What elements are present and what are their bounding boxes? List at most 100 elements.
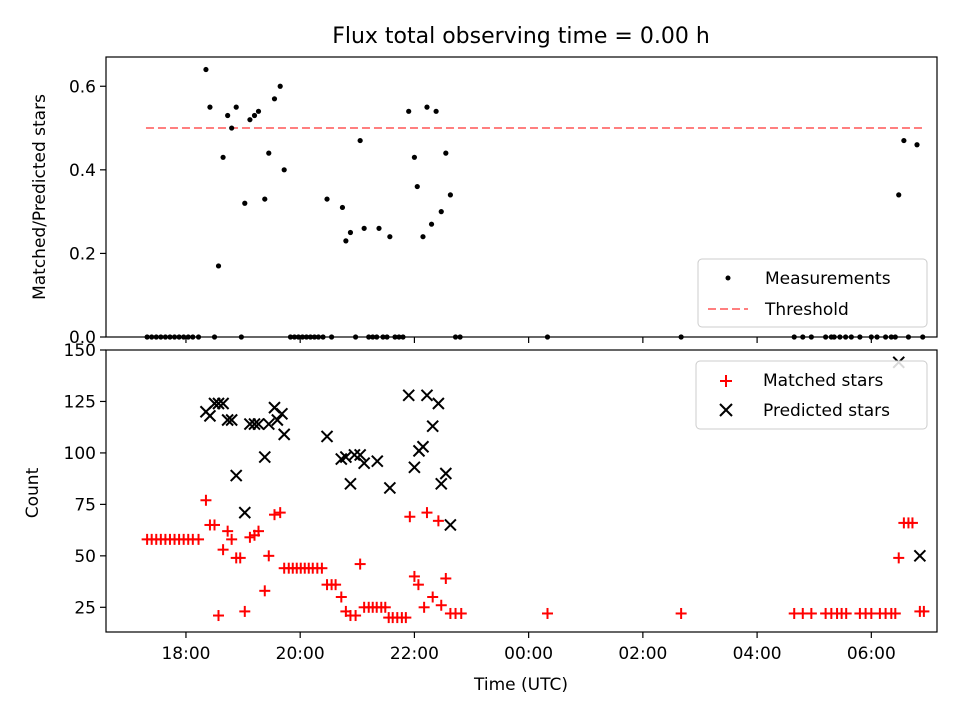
predicted-star-point — [444, 518, 457, 532]
measurement-point — [357, 137, 363, 144]
predicted-star-point — [432, 397, 445, 410]
counts-x-ticks: 18:00 20:00 22:00 00:00 02:00 04:00 06:00 — [161, 632, 896, 664]
legend-measurements-marker — [725, 275, 731, 281]
measurement-point — [207, 104, 213, 110]
x-tick-label: 20:00 — [276, 644, 325, 664]
ratio-y-ticks: 0.0 0.2 0.4 0.6 — [69, 77, 106, 348]
predicted-star-point — [435, 477, 448, 491]
measurement-point — [251, 112, 258, 119]
measurement-point — [447, 192, 453, 198]
matched-star-point — [427, 591, 439, 603]
predicted-star-point — [216, 397, 230, 410]
x-tick-label: 04:00 — [733, 644, 782, 664]
x-tick-label: 06:00 — [847, 644, 896, 664]
predicted-star-point — [320, 430, 334, 443]
measurement-point — [420, 234, 426, 240]
predicted-star-point — [230, 469, 243, 482]
legend-predicted-label: Predicted stars — [763, 401, 890, 421]
counts-data-marks — [141, 356, 930, 624]
legend-threshold-label: Threshold — [764, 300, 849, 320]
matched-star-point — [805, 607, 817, 619]
counts-y-tick-label: 25 — [74, 598, 96, 618]
matched-star-point — [316, 562, 328, 574]
ratio-y-tick-label: 0.0 — [69, 328, 96, 348]
matched-star-point — [400, 612, 412, 624]
measurement-point — [896, 192, 902, 198]
measurement-point — [438, 209, 444, 215]
predicted-star-point — [416, 440, 430, 453]
counts-legend-box — [695, 360, 928, 430]
counts-panel: 25 50 75 100 125 150 18:00 20:00 22:00 00:00 02:0… — [23, 341, 938, 695]
matched-star-point — [675, 607, 687, 619]
legend-measurements-label: Measurements — [765, 269, 891, 289]
matched-star-point — [412, 579, 424, 591]
measurement-point — [347, 229, 354, 236]
predicted-star-point — [408, 461, 421, 474]
matched-star-point — [421, 507, 433, 519]
matched-star-point — [455, 607, 467, 619]
chart-title: Flux total observing time = 0.00 h — [332, 24, 710, 49]
measurement-point — [281, 167, 287, 173]
predicted-star-point — [344, 477, 357, 491]
measurement-point — [220, 154, 226, 160]
matched-star-point — [889, 607, 901, 619]
measurement-point — [361, 225, 367, 231]
measurement-point — [387, 234, 393, 240]
matched-star-point — [840, 607, 852, 619]
matched-star-point — [263, 550, 275, 562]
matched-star-point — [440, 572, 452, 584]
predicted-star-point — [913, 549, 927, 563]
counts-y-tick-label: 100 — [64, 444, 96, 464]
measurement-point — [247, 117, 253, 123]
matched-star-point — [350, 610, 362, 622]
predicted-star-point — [353, 448, 367, 462]
predicted-star-point — [225, 413, 238, 427]
ratio-y-axis-label: Matched/Predicted stars — [30, 94, 50, 300]
counts-y-tick-label: 50 — [74, 547, 96, 567]
counts-y-tick-label: 150 — [64, 341, 96, 361]
counts-y-tick-label: 75 — [74, 495, 96, 515]
matched-star-point — [217, 544, 229, 556]
ratio-axes-frame — [105, 56, 938, 338]
matched-star-point — [234, 552, 246, 564]
predicted-star-point — [238, 506, 251, 519]
predicted-star-point — [439, 467, 453, 480]
matched-star-point — [418, 601, 430, 613]
matched-star-point — [274, 507, 286, 519]
matched-star-point — [330, 579, 342, 591]
measurement-point — [266, 150, 272, 156]
ratio-x-ticks — [185, 337, 872, 343]
x-tick-label: 02:00 — [618, 644, 667, 664]
measurement-point — [339, 204, 346, 211]
x-tick-label: 22:00 — [390, 644, 439, 664]
measurement-point — [277, 83, 283, 89]
measurement-point — [376, 225, 382, 231]
counts-legend: Matched stars Predicted stars — [695, 360, 928, 430]
matched-star-point — [239, 605, 251, 617]
measurement-point — [424, 104, 430, 110]
predicted-star-point — [383, 481, 397, 495]
matched-star-point — [252, 525, 264, 537]
matched-star-point — [209, 519, 221, 531]
predicted-star-point — [371, 454, 384, 468]
ratio-y-tick-label: 0.4 — [69, 161, 96, 181]
matched-star-point — [222, 525, 234, 537]
matched-star-point — [541, 607, 553, 619]
matched-star-point — [259, 585, 271, 597]
x-tick-label: 18:00 — [161, 644, 210, 664]
x-tick-label: 00:00 — [504, 644, 553, 664]
measurement-point — [343, 238, 349, 244]
predicted-star-point — [258, 450, 271, 464]
ratio-legend-box — [697, 258, 928, 328]
predicted-star-point — [262, 417, 275, 431]
measurement-point — [262, 196, 268, 202]
predicted-star-point — [248, 417, 261, 431]
ratio-legend: Measurements Threshold — [697, 258, 928, 328]
measurement-point — [233, 104, 239, 110]
predicted-star-point — [203, 409, 217, 423]
legend-matched-marker — [720, 375, 732, 387]
x-axis-label: Time (UTC) — [473, 675, 568, 695]
matched-star-point — [268, 509, 280, 521]
matched-star-point — [408, 570, 420, 582]
matched-star-point — [893, 552, 905, 564]
